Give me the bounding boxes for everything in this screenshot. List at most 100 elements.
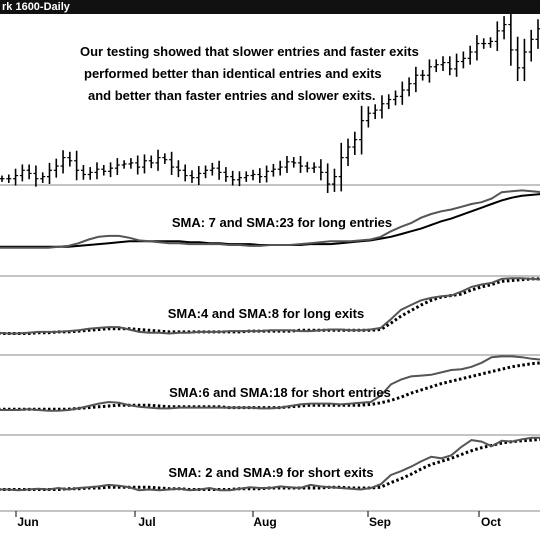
ma-panel-p3: SMA:6 and SMA:18 for short entries	[0, 355, 540, 412]
price-bar	[87, 167, 93, 180]
window-title: rk 1600-Daily	[2, 1, 70, 13]
x-tick-label: Sep	[369, 515, 391, 529]
price-bar	[108, 162, 114, 178]
price-bar	[162, 153, 168, 164]
price-bar	[311, 162, 317, 173]
price-bar	[528, 29, 534, 62]
x-tick-label: Jul	[138, 515, 155, 529]
price-bar	[284, 156, 290, 173]
annotation-line: Our testing showed that slower entries a…	[80, 44, 419, 59]
price-panel	[0, 14, 540, 193]
price-bar	[454, 53, 460, 77]
fast-ma-line	[0, 355, 540, 412]
price-bar	[413, 66, 419, 93]
price-bar	[359, 105, 365, 155]
price-bar	[494, 21, 500, 51]
price-bar	[203, 165, 209, 179]
price-bar	[325, 163, 331, 193]
price-bar	[481, 38, 487, 49]
price-bar	[331, 168, 337, 192]
price-bar	[270, 163, 276, 177]
price-bar	[318, 159, 324, 181]
price-bar	[80, 164, 86, 180]
ma-panel-label: SMA:6 and SMA:18 for short entries	[169, 385, 391, 400]
price-bar	[26, 164, 32, 180]
annotation-line: performed better than identical entries …	[84, 66, 382, 81]
price-bar	[141, 154, 147, 174]
price-bar	[121, 160, 127, 169]
price-bar	[169, 151, 175, 176]
price-bar	[250, 169, 256, 181]
x-axis: Jun Jul Aug Sep Oct	[15, 511, 501, 529]
price-bar	[379, 95, 385, 119]
price-bar	[155, 149, 161, 171]
window-title-bar: rk 1600-Daily	[0, 0, 540, 14]
price-bar	[460, 51, 466, 69]
x-tick-label: Jun	[17, 515, 38, 529]
price-bar	[46, 162, 52, 184]
ma-panel-p4: SMA: 2 and SMA:9 for short exits	[0, 436, 540, 492]
price-bar	[338, 142, 344, 192]
ma-panel-p2: SMA:4 and SMA:8 for long exits	[0, 277, 540, 335]
price-bar	[291, 157, 297, 168]
price-bar	[257, 168, 263, 183]
price-bar	[148, 155, 154, 169]
price-bar	[189, 170, 195, 183]
price-bar	[433, 59, 439, 73]
price-bar	[94, 162, 100, 180]
price-and-moving-average-chart: Our testing showed that slower entries a…	[0, 14, 540, 529]
price-bar	[386, 94, 392, 110]
annotation-line: and better than faster entries and slowe…	[88, 88, 376, 103]
price-annotation: Our testing showed that slower entries a…	[80, 44, 419, 103]
price-bar	[440, 56, 446, 72]
price-bar	[304, 161, 310, 173]
price-bar	[182, 164, 188, 182]
fast-ma-line	[0, 189, 540, 249]
price-bar	[33, 165, 39, 187]
price-bar	[40, 172, 46, 183]
price-bar	[67, 151, 73, 167]
moving-average-panels: SMA: 7 and SMA:23 for long entries SMA:4 …	[0, 189, 540, 492]
x-tick-label: Aug	[253, 515, 276, 529]
price-bar	[501, 16, 507, 40]
price-bar	[209, 162, 215, 176]
ma-panel-label: SMA: 7 and SMA:23 for long entries	[172, 215, 392, 230]
price-bar	[230, 170, 236, 186]
price-bar	[135, 155, 141, 175]
ma-panel-label: SMA:4 and SMA:8 for long exits	[168, 306, 364, 321]
panel-dividers	[0, 184, 540, 512]
price-bar	[535, 19, 540, 49]
price-bar	[175, 160, 181, 178]
price-bar	[101, 164, 107, 176]
price-bar	[488, 37, 494, 48]
price-bar	[13, 168, 19, 186]
price-bar	[53, 158, 59, 178]
price-bar	[264, 165, 270, 183]
price-bar	[508, 14, 514, 66]
price-bar	[352, 131, 358, 155]
price-bar	[467, 45, 473, 65]
price-bar	[298, 156, 304, 173]
price-bar	[223, 167, 229, 182]
x-tick-label: Oct	[481, 515, 501, 529]
fast-ma-line	[0, 277, 540, 335]
price-bar	[243, 171, 249, 182]
price-bar	[0, 175, 5, 182]
price-bar	[399, 81, 405, 105]
price-bar	[74, 150, 80, 181]
price-bar	[406, 77, 412, 97]
price-bar	[6, 174, 12, 183]
ma-panel-label: SMA: 2 and SMA:9 for short exits	[168, 465, 373, 480]
price-bar	[60, 150, 66, 174]
price-bar	[196, 166, 202, 186]
price-bar	[426, 59, 432, 83]
price-bar	[521, 38, 527, 82]
price-bar	[345, 138, 351, 167]
fast-ma-line	[0, 436, 540, 492]
price-bar	[114, 158, 120, 176]
price-bar	[372, 104, 378, 120]
price-bar	[420, 69, 426, 81]
price-bar	[277, 160, 283, 176]
price-bar	[474, 35, 480, 61]
price-bar	[128, 158, 134, 169]
